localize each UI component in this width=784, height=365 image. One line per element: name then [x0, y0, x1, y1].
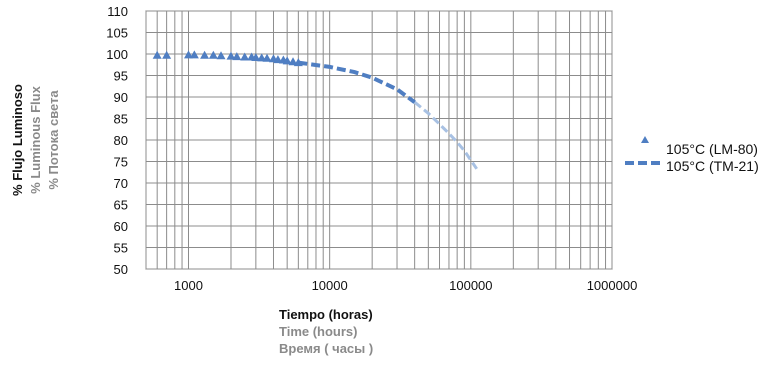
y-tick-label: 55: [114, 241, 128, 256]
series-tm21-line: [298, 60, 416, 104]
x-tick-labels: 1000 10000 100000 1000000: [174, 278, 637, 293]
series-lm80-point: [226, 51, 236, 60]
y-axis-title-en: % Luminous Flux: [28, 85, 43, 193]
y-tick-label: 70: [114, 176, 128, 191]
legend-marker-triangle-icon: [641, 136, 649, 143]
series-lm80-point: [273, 55, 283, 64]
series-lm80-point: [152, 50, 162, 59]
y-tick-label: 110: [107, 4, 128, 19]
legend-label-lm80: 105°C (LM-80): [666, 141, 758, 157]
series-lines: [298, 60, 478, 170]
series-lm80-point: [240, 52, 250, 61]
x-axis-title-ru: Время ( часы ): [279, 341, 373, 356]
y-axis-title-ru: % Потока света: [46, 90, 61, 190]
grid: [145, 10, 613, 270]
y-tick-label: 50: [114, 262, 128, 277]
y-tick-label: 60: [114, 219, 128, 234]
x-tick-label: 100000: [449, 278, 492, 293]
series-lm80-point: [293, 58, 303, 67]
series-lm80-point: [208, 50, 218, 59]
legend-label-tm21: 105°C (TM-21): [666, 158, 759, 174]
y-tick-label: 80: [114, 133, 128, 148]
series-lm80-point: [189, 50, 199, 59]
y-tick-label: 65: [114, 198, 128, 213]
series-lm80-point: [282, 56, 292, 65]
x-tick-label: 10000: [312, 278, 348, 293]
x-axis-title: Tiempo (horas) Time (hours) Время ( часы…: [279, 307, 373, 356]
y-axis-title-es: % Flujo Luminoso: [10, 84, 25, 196]
y-tick-label: 100: [106, 47, 128, 62]
series-lm80-point: [200, 50, 210, 59]
series-tm21-line-extrapolated: [413, 101, 478, 170]
x-axis-title-en: Time (hours): [279, 324, 358, 339]
y-tick-labels: 50 55 60 65 70 75 80 85 90 95 100 105 110: [106, 4, 128, 277]
series-lm80-point: [251, 52, 261, 61]
series-lm80-point: [232, 52, 242, 61]
plot-area: [145, 10, 613, 270]
x-tick-label: 1000000: [587, 278, 638, 293]
y-tick-label: 85: [114, 112, 128, 127]
series-lm80-point: [183, 50, 193, 59]
y-tick-label: 75: [114, 155, 128, 170]
x-tick-label: 1000: [174, 278, 203, 293]
y-tick-label: 105: [106, 26, 128, 41]
series-lm80-point: [288, 57, 298, 66]
x-axis-title-es: Tiempo (horas): [279, 307, 373, 322]
legend: 105°C (LM-80) 105°C (TM-21): [625, 136, 759, 174]
y-tick-label: 90: [114, 90, 128, 105]
series-lm80-point: [262, 53, 272, 62]
y-tick-label: 95: [114, 69, 128, 84]
series-lm80-point: [162, 50, 172, 59]
y-axis-title: % Flujo Luminoso % Luminous Flux % Поток…: [10, 84, 61, 196]
series-lm80-point: [216, 51, 226, 60]
series-markers: [152, 50, 303, 67]
